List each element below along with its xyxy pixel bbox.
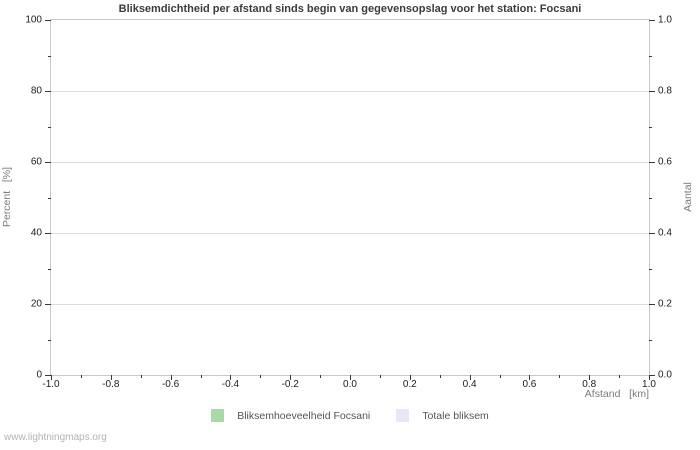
x-tick-label: -1.0 <box>42 379 60 390</box>
legend: Bliksemhoeveelheid Focsani Totale blikse… <box>0 409 700 422</box>
y-left-tick-label: 80 <box>30 85 42 97</box>
x-tick-label: 0.6 <box>522 379 537 390</box>
y-right-tick-label: 0.8 <box>658 85 672 97</box>
x-tick-major <box>409 375 411 380</box>
y-left-tick-label: 60 <box>30 156 42 168</box>
y-right-tick-major <box>649 91 655 92</box>
x-tick-label: 0.0 <box>343 379 357 390</box>
x-tick-label: -0.6 <box>161 379 180 390</box>
x-tick-label: 0.4 <box>462 379 477 390</box>
y-left-tick-major <box>45 91 51 92</box>
x-tick-label: -0.8 <box>102 379 120 390</box>
x-tick-minor <box>260 375 262 378</box>
y-right-tick-major <box>649 304 655 305</box>
legend-item-bliksemhoeveelheid-focsani: Bliksemhoeveelheid Focsani <box>211 409 370 422</box>
x-tick-major <box>350 375 351 380</box>
x-tick-major <box>290 375 292 380</box>
y-right-tick-major <box>649 233 655 234</box>
y-right-tick-label: 0.0 <box>658 369 672 381</box>
x-tick-major <box>529 375 531 380</box>
legend-label-bliksemhoeveelheid-focsani: Bliksemhoeveelheid Focsani <box>237 409 371 422</box>
y-axis-label-right: Aantal <box>682 182 694 212</box>
x-tick-minor <box>320 375 322 378</box>
y-left-tick-label: 0 <box>36 369 42 381</box>
y-right-tick-minor <box>649 339 652 341</box>
x-tick-major <box>51 375 52 380</box>
y-right-tick-label: 1.0 <box>658 14 672 26</box>
y-left-tick-major <box>45 304 51 305</box>
x-tick-minor <box>80 375 82 378</box>
y-left-tick-major <box>45 375 51 376</box>
y-right-tick-label: 0.2 <box>658 298 672 310</box>
x-tick-label: 1.0 <box>642 379 656 390</box>
y-left-tick-label: 100 <box>25 14 42 26</box>
legend-item-totale-bliksem: Totale bliksem <box>396 409 489 422</box>
x-tick-minor <box>140 375 142 378</box>
y-right-tick-minor <box>649 268 652 270</box>
y-left-tick-minor <box>48 268 51 270</box>
x-axis-label: Afstand [km] <box>584 388 649 400</box>
x-tick-major <box>649 375 650 380</box>
y-left-tick-minor <box>48 197 51 199</box>
x-tick-major <box>469 375 471 380</box>
y-left-tick-major <box>45 162 51 163</box>
x-tick-label: 0.2 <box>402 379 417 390</box>
x-tick-label: -0.4 <box>221 379 240 390</box>
x-tick-minor <box>379 375 381 378</box>
y-left-tick-label: 40 <box>30 227 42 239</box>
chart-title: Bliksemdichtheid per afstand sinds begin… <box>118 3 582 15</box>
x-tick-minor <box>200 375 202 378</box>
y-right-tick-major <box>649 162 655 163</box>
x-tick-minor <box>499 375 501 378</box>
y-right-tick-minor <box>649 197 652 199</box>
y-right-tick-label: 0.4 <box>658 227 672 239</box>
x-tick-minor <box>439 375 441 378</box>
y-left-tick-major <box>45 233 51 234</box>
x-tick-major <box>230 375 232 380</box>
y-left-tick-minor <box>48 126 51 128</box>
legend-swatch-lavender <box>396 409 410 422</box>
x-tick-label: 0.8 <box>582 379 597 390</box>
x-tick-minor <box>559 375 561 378</box>
x-tick-major <box>110 375 112 380</box>
y-right-tick-minor <box>649 55 652 57</box>
watermark-url: www.lightningmaps.org <box>4 432 107 443</box>
y-right-tick-minor <box>649 126 652 128</box>
x-tick-minor <box>619 375 621 378</box>
y-axis-label-left: Percent [%] <box>1 166 13 228</box>
x-tick-major <box>170 375 172 380</box>
y-right-tick-label: 0.6 <box>658 156 672 168</box>
plot-area: 0 20 40 60 80 100 0.0 0.2 0.4 0.6 0.8 1.0 -1.0 -0.8 -0… <box>25 15 672 391</box>
x-tick-label: -0.2 <box>281 379 299 390</box>
y-right-tick-major <box>649 375 655 376</box>
gridline <box>51 91 649 92</box>
gridline <box>51 233 649 234</box>
gridline <box>51 304 649 305</box>
y-left-tick-minor <box>48 339 51 341</box>
x-tick-major <box>589 375 591 380</box>
legend-swatch-green <box>211 409 225 422</box>
y-right-tick-major <box>649 20 655 21</box>
y-left-tick-minor <box>48 55 51 57</box>
legend-label-totale-bliksem: Totale bliksem <box>422 409 489 422</box>
gridline <box>51 162 649 163</box>
y-left-tick-label: 20 <box>30 298 42 310</box>
y-left-tick-major <box>45 20 51 21</box>
